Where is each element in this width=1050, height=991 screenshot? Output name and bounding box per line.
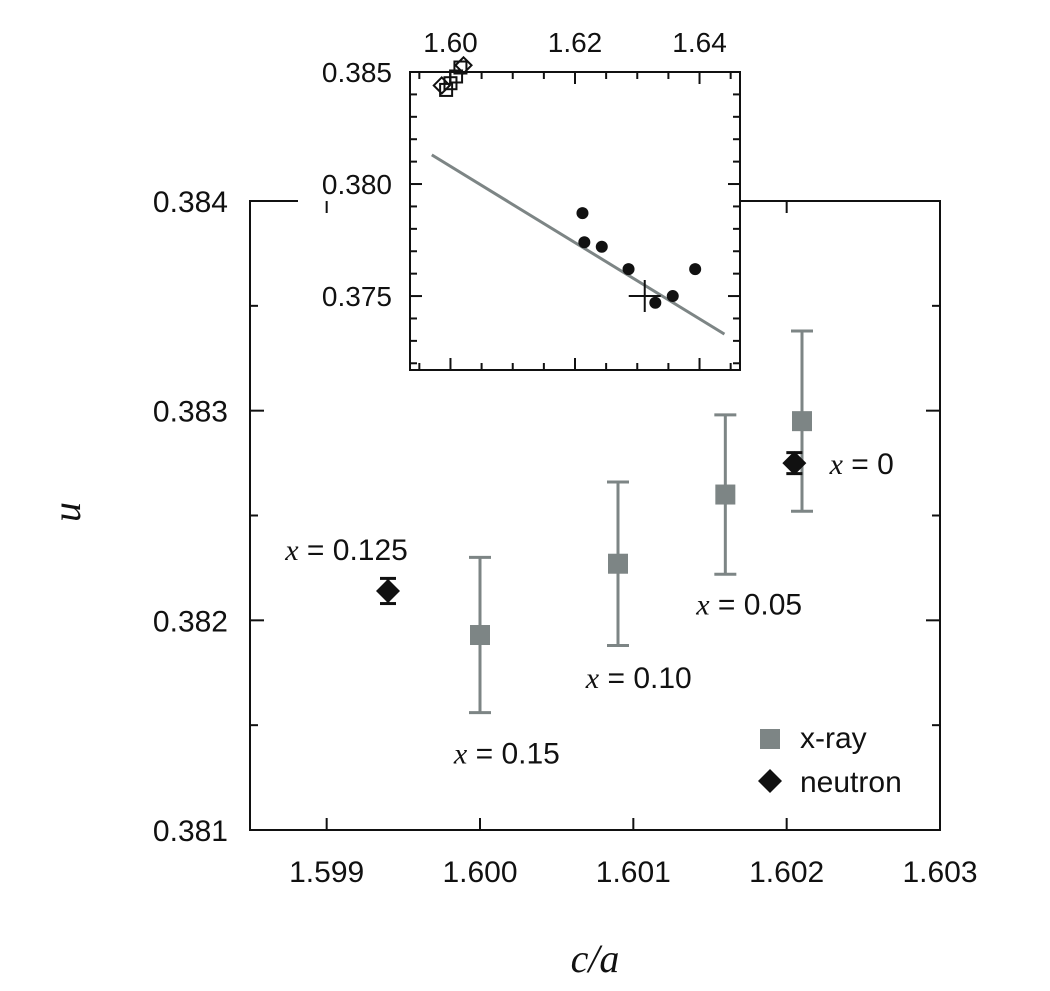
main-tick-labels: 1.599 1.600 1.601 1.602 1.603 0.381 0.382 0.383… xyxy=(153,186,978,889)
x-tick-label: 1.599 xyxy=(289,856,364,889)
y-tick-label: 0.384 xyxy=(153,186,228,219)
inset-point-circle xyxy=(576,207,589,220)
annotation-label: x = 0 xyxy=(829,448,894,481)
inset-x-tick-label: 1.62 xyxy=(548,27,603,58)
inset-point-circle xyxy=(666,290,679,303)
main-markers xyxy=(376,411,812,646)
inset-plot: 1.60 1.62 1.64 0.375 0.380 0.385 xyxy=(322,27,741,371)
main-ticks xyxy=(250,200,941,831)
inset-y-tick-label: 0.375 xyxy=(322,281,392,312)
inset-plot-frame xyxy=(409,71,741,371)
annotation-label: x = 0.10 xyxy=(585,662,692,695)
inset-markers xyxy=(432,55,702,313)
main-annotations: x = 0 x = 0.05 x = 0.10 x = 0.15 x = 0.125 xyxy=(284,448,894,770)
main-error-bars xyxy=(380,329,813,715)
inset-x-tick-label: 1.60 xyxy=(423,27,478,58)
inset-y-tick-label: 0.380 xyxy=(322,169,392,200)
data-point-x-ray xyxy=(608,553,628,574)
annotation-label: x = 0.15 xyxy=(453,737,560,770)
legend-marker-neutron xyxy=(758,769,782,793)
data-point-neutron xyxy=(376,578,400,603)
annotation-label: x = 0.05 xyxy=(695,589,802,622)
inset-point-diamond xyxy=(432,76,452,95)
legend-label-x-ray: x-ray xyxy=(800,722,867,755)
data-point-x-ray xyxy=(470,625,490,646)
inset-y-tick-label: 0.385 xyxy=(322,57,392,88)
legend: x-ray neutron xyxy=(758,722,902,799)
inset-ticks xyxy=(410,71,740,370)
inset-x-tick-label: 1.64 xyxy=(672,27,727,58)
y-tick-label: 0.381 xyxy=(153,815,228,848)
inset-point-circle xyxy=(578,236,591,249)
data-point-x-ray xyxy=(792,411,812,432)
legend-marker-x-ray xyxy=(760,729,780,749)
x-tick-label: 1.603 xyxy=(902,856,977,889)
inset-fit-line xyxy=(431,153,726,336)
y-axis-title: u xyxy=(44,502,89,522)
inset-point-diamond xyxy=(454,55,473,75)
data-point-neutron xyxy=(782,451,807,476)
inset-point-plus xyxy=(628,280,661,313)
inset-point-square xyxy=(449,69,464,84)
legend-label-neutron: neutron xyxy=(800,766,902,799)
annotation-label: x = 0.125 xyxy=(284,534,408,567)
x-axis-title: c/a xyxy=(571,936,620,981)
x-tick-label: 1.600 xyxy=(442,856,517,889)
inset-fit-line-segment xyxy=(431,153,726,336)
x-tick-label: 1.602 xyxy=(749,856,824,889)
inset-point-circle xyxy=(595,240,608,253)
inset-point-circle xyxy=(622,263,635,276)
inset-point-circle xyxy=(649,296,662,309)
y-tick-label: 0.383 xyxy=(153,396,228,429)
inset-point-circle xyxy=(689,263,702,276)
inset-tick-labels: 1.60 1.62 1.64 0.375 0.380 0.385 xyxy=(322,27,727,312)
data-point-x-ray xyxy=(715,484,736,505)
y-tick-label: 0.382 xyxy=(153,605,228,638)
x-tick-label: 1.601 xyxy=(596,856,671,889)
